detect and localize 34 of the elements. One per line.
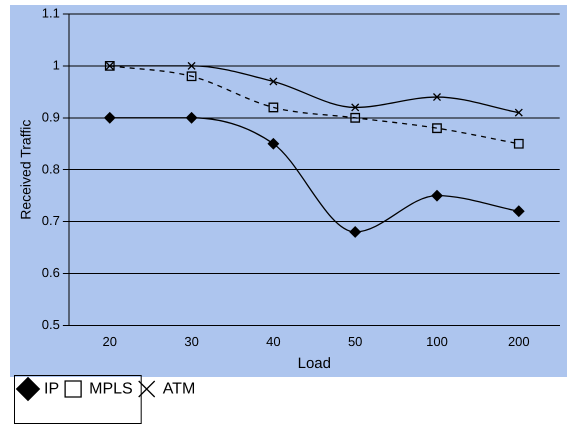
x-tick-label: 30	[184, 334, 199, 349]
point	[350, 112, 360, 123]
point	[431, 190, 443, 202]
y-tick-label: 1	[52, 57, 60, 72]
y-tick-label: 0.8	[42, 161, 60, 176]
point	[514, 108, 523, 117]
x-axis-title: Load	[298, 355, 331, 372]
legend-label: IP	[44, 380, 60, 398]
legend-label: ATM	[162, 380, 196, 398]
point	[514, 138, 524, 149]
point	[432, 92, 442, 102]
legend-label: MPLS	[89, 380, 133, 398]
y-tick-label: 0.7	[42, 213, 60, 228]
y-tick-label: 0.9	[42, 109, 60, 124]
y-tick-label: 1.1	[42, 6, 60, 21]
point	[268, 138, 280, 150]
point	[268, 102, 278, 112]
y-axis-title: Received Traffic	[17, 120, 34, 220]
x-tick-label: 50	[348, 334, 362, 349]
y-tick-label: 0.6	[42, 265, 60, 280]
point	[351, 103, 360, 112]
point	[186, 71, 196, 82]
point	[104, 112, 116, 124]
y-tick-label: 0.5	[42, 316, 60, 332]
point	[269, 77, 278, 86]
point	[350, 226, 361, 238]
x-tick-label: 200	[508, 334, 530, 349]
point	[432, 123, 442, 134]
x-tick-label: 40	[266, 334, 281, 349]
point	[187, 62, 196, 70]
point	[186, 112, 198, 124]
x-tick-label: 20	[102, 334, 118, 349]
x-tick-label: 100	[426, 334, 448, 349]
point	[513, 206, 524, 217]
